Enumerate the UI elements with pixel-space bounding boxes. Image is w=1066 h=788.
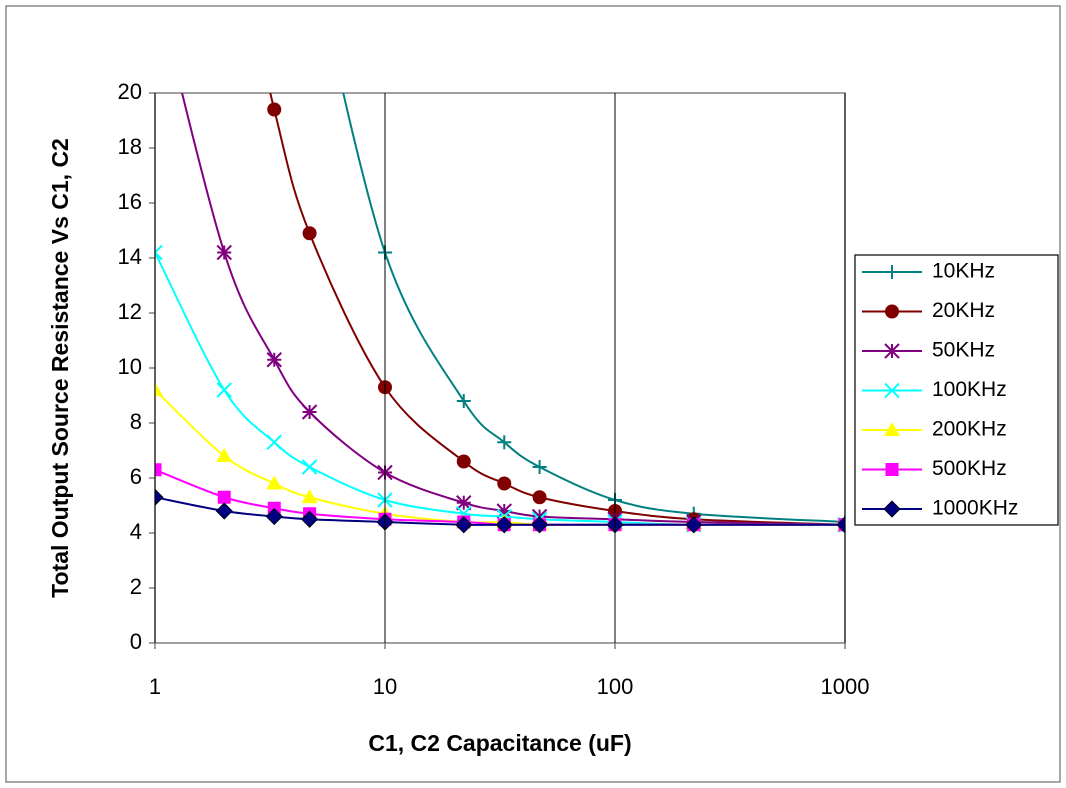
x-tick-label: 100	[597, 674, 634, 699]
y-tick-label: 16	[118, 189, 142, 214]
marker	[531, 516, 549, 534]
marker	[885, 463, 899, 476]
x-tick-label: 10	[373, 674, 397, 699]
marker	[456, 495, 472, 511]
y-tick-label: 12	[118, 299, 142, 324]
marker	[497, 435, 512, 450]
legend-label: 1000KHz	[932, 497, 1018, 520]
marker	[885, 265, 899, 279]
marker	[301, 489, 318, 504]
y-tick-label: 4	[130, 519, 142, 544]
marker	[495, 516, 513, 534]
marker	[497, 476, 512, 491]
y-tick-label: 8	[130, 409, 142, 434]
marker	[265, 507, 283, 526]
y-tick-label: 18	[118, 134, 142, 159]
marker	[456, 394, 471, 408]
legend-label: 10KHz	[932, 260, 995, 283]
legend-label: 200KHz	[932, 418, 1007, 441]
x-axis-title: C1, C2 Capacitance (uF)	[368, 730, 631, 756]
marker	[216, 244, 232, 261]
legend-label: 20KHz	[932, 299, 995, 322]
marker	[155, 244, 163, 261]
marker	[883, 500, 901, 518]
marker	[836, 516, 845, 534]
marker	[155, 488, 164, 506]
marker	[155, 463, 162, 477]
marker	[456, 454, 471, 469]
legend-label: 100KHz	[932, 378, 1007, 401]
marker	[301, 404, 318, 420]
marker	[215, 502, 233, 520]
marker	[217, 490, 231, 504]
marker	[267, 102, 282, 117]
legend-label: 500KHz	[932, 457, 1007, 480]
marker	[496, 503, 512, 519]
marker	[155, 382, 163, 396]
marker	[302, 226, 317, 241]
marker	[884, 343, 900, 359]
legend-label: 50KHz	[932, 339, 995, 362]
marker	[685, 516, 703, 534]
x-tick-label: 1000	[821, 674, 870, 699]
marker	[532, 490, 547, 505]
series-line	[269, 93, 845, 526]
marker	[884, 382, 900, 399]
marker	[532, 460, 547, 474]
x-tick-label: 1	[149, 674, 161, 699]
marker	[216, 382, 232, 398]
y-tick-label: 14	[118, 244, 142, 269]
marker	[216, 448, 233, 462]
series-line	[181, 93, 845, 526]
marker	[455, 516, 473, 534]
marker	[301, 510, 319, 528]
y-tick-label: 10	[118, 354, 142, 379]
marker	[266, 434, 282, 450]
y-tick-label: 0	[130, 629, 142, 654]
y-tick-label: 20	[118, 79, 142, 104]
y-tick-label: 6	[130, 464, 142, 489]
marker	[885, 304, 899, 319]
marker	[884, 422, 900, 436]
y-axis-title: Total Output Source Resistance Vs C1, C2	[47, 138, 73, 598]
marker	[266, 475, 283, 490]
y-tick-label: 2	[130, 574, 142, 599]
marker	[266, 352, 282, 368]
marker	[301, 459, 318, 475]
